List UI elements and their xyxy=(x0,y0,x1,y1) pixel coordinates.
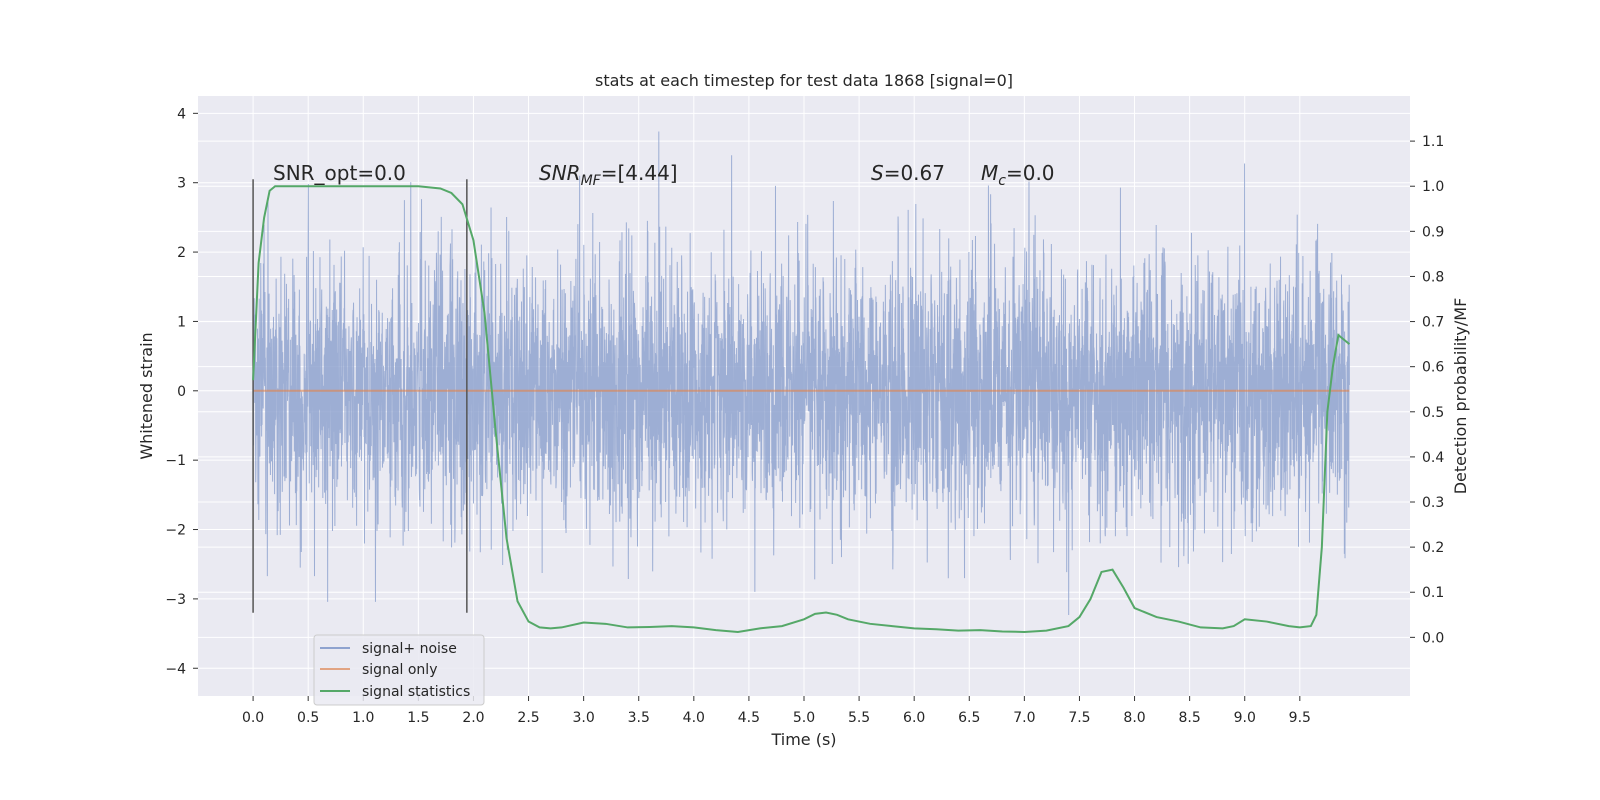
x-axis-label: Time (s) xyxy=(770,730,836,749)
annotation-snr-mf-value: =[4.44] xyxy=(601,161,678,185)
x-tick-label: 9.5 xyxy=(1289,710,1311,726)
legend-label-signal-statistics: signal statistics xyxy=(362,684,470,700)
y-right-tick-label: 0.7 xyxy=(1422,315,1444,331)
y-left-tick-label: 2 xyxy=(177,245,186,261)
annotation-snr-opt: SNR_opt=0.0 xyxy=(273,161,406,185)
x-tick-label: 8.5 xyxy=(1179,710,1201,726)
y-right-tick-label: 0.8 xyxy=(1422,269,1444,285)
y-left-tick-label: −2 xyxy=(165,523,186,539)
x-tick-label: 9.0 xyxy=(1234,710,1256,726)
y-left-tick-label: −1 xyxy=(165,453,186,469)
x-tick-label: 5.5 xyxy=(848,710,870,726)
x-tick-label: 3.0 xyxy=(573,710,595,726)
x-tick-label: 1.0 xyxy=(352,710,374,726)
y-axis-right-label: Detection probability/MF xyxy=(1451,298,1470,495)
annotation-mc: Mc=0.0 xyxy=(981,161,1055,189)
x-tick-label: 4.0 xyxy=(683,710,705,726)
x-tick-label: 0.5 xyxy=(297,710,319,726)
annotation-snr-mf: SNRMF=[4.44] xyxy=(539,161,678,189)
x-tick-label: 7.0 xyxy=(1013,710,1035,726)
y-left-tick-label: 4 xyxy=(177,106,186,122)
annotation-snr-mf-main: SNR xyxy=(539,161,581,185)
x-axis-ticks: 0.0 0.5 1.0 1.5 2.0 2.5 3.0 3.5 4.0 4.5 5.0 5.5 6.0 6… xyxy=(242,696,1311,726)
y-right-tick-label: 0.0 xyxy=(1422,630,1444,646)
annotations: SNR_opt=0.0 SNRMF=[4.44] S=0.67 Mc=0.0 xyxy=(273,161,1055,189)
y-left-tick-label: 1 xyxy=(177,314,186,330)
vertical-markers xyxy=(252,179,468,613)
x-tick-label: 7.5 xyxy=(1068,710,1090,726)
y-right-tick-label: 1.0 xyxy=(1422,179,1444,195)
annotation-mc-sub: c xyxy=(998,173,1006,189)
y-left-tick-label: −4 xyxy=(165,661,186,677)
x-tick-label: 8.0 xyxy=(1123,710,1145,726)
x-tick-label: 2.0 xyxy=(462,710,484,726)
y-left-tick-label: −3 xyxy=(165,592,186,608)
y-axis-left-ticks: −4 −3 −2 −1 0 1 2 3 4 xyxy=(165,106,198,677)
annotation-snr-mf-sub: MF xyxy=(581,173,602,189)
signal-noise-series xyxy=(252,131,1350,616)
signal-noise-line xyxy=(252,131,1350,616)
y-right-tick-label: 0.9 xyxy=(1422,224,1444,240)
annotation-mc-value: =0.0 xyxy=(1006,161,1055,185)
x-tick-label: 4.5 xyxy=(738,710,760,726)
y-right-tick-label: 1.1 xyxy=(1422,134,1444,150)
annotation-s-value: =0.67 xyxy=(884,161,945,185)
signal-statistics-series xyxy=(252,185,1351,633)
y-left-tick-label: 3 xyxy=(177,176,186,192)
y-axis-left-label: Whitened strain xyxy=(137,332,156,459)
chart-title: stats at each timestep for test data 186… xyxy=(595,71,1013,90)
annotation-mc-main: M xyxy=(981,161,998,185)
legend-label-signal-noise: signal+ noise xyxy=(362,641,457,657)
y-right-tick-label: 0.6 xyxy=(1422,360,1444,376)
y-right-tick-label: 0.4 xyxy=(1422,450,1444,466)
x-tick-label: 1.5 xyxy=(407,710,429,726)
y-right-tick-label: 0.3 xyxy=(1422,495,1444,511)
x-tick-label: 0.0 xyxy=(242,710,264,726)
legend: signal+ noise signal only signal statist… xyxy=(313,634,485,706)
y-right-tick-label: 0.2 xyxy=(1422,540,1444,556)
y-right-tick-label: 0.1 xyxy=(1422,585,1444,601)
x-tick-label: 2.5 xyxy=(517,710,539,726)
legend-label-signal-only: signal only xyxy=(362,662,437,678)
x-tick-label: 3.5 xyxy=(628,710,650,726)
x-tick-label: 5.0 xyxy=(793,710,815,726)
y-axis-right-ticks: 0.0 0.1 0.2 0.3 0.4 0.5 0.6 0.7 0.8 0.9 1.0 1.1 xyxy=(1410,134,1444,646)
legend-box xyxy=(313,634,485,706)
annotation-s-label: S xyxy=(871,161,884,185)
y-left-tick-label: 0 xyxy=(177,384,186,400)
y-right-tick-label: 0.5 xyxy=(1422,405,1444,421)
signal-statistics-line xyxy=(252,185,1351,633)
x-tick-label: 6.0 xyxy=(903,710,925,726)
x-tick-label: 6.5 xyxy=(958,710,980,726)
annotation-s: S=0.67 xyxy=(871,161,945,185)
